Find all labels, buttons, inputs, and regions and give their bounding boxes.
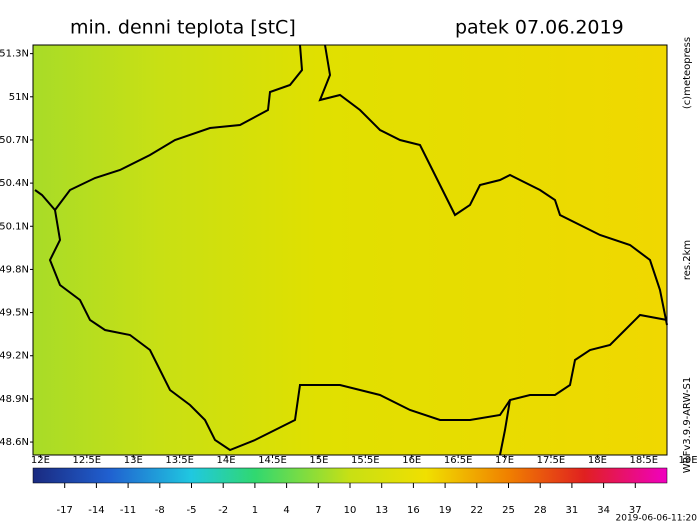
colorbar-label: -17 [57,505,73,516]
lat-label: 48.9N [0,394,29,405]
lon-label: 19E [678,455,697,466]
lat-label: 50.1N [0,221,29,232]
title: min. denni teplota [stC] [70,17,296,39]
colorbar-label: 1 [252,505,258,516]
lon-label: 16E [402,455,421,466]
colorbar-label: -2 [218,505,228,516]
colorbar-label: 4 [283,505,289,516]
lon-label: 15E [309,455,328,466]
lat-label: 49.2N [0,351,29,362]
colorbar-label: 25 [502,505,515,516]
timestamp: 2019-06-06-11:20 [616,514,698,524]
lon-label: 17.5E [537,455,566,466]
lat-label: 51.3N [0,49,29,60]
colorbar-label: 16 [407,505,420,516]
lat-label: 50.4N [0,178,29,189]
colorbar-label: 10 [344,505,357,516]
colorbar-label: 19 [439,505,452,516]
lon-label: 15.5E [351,455,380,466]
colorbar-label: 37 [629,505,642,516]
colorbar-label: -11 [120,505,136,516]
colorbar-label: 13 [375,505,388,516]
lat-label: 49.8N [0,264,29,275]
date: patek 07.06.2019 [455,17,624,39]
resolution: res.2km [682,240,693,280]
lon-label: 13.5E [165,455,194,466]
lat-label: 49.5N [0,308,29,319]
colorbar-label: -8 [155,505,165,516]
borders [34,44,668,456]
map-field [32,44,668,456]
lat-label: 50.7N [0,135,29,146]
lon-label: 12.5E [73,455,102,466]
colorbar-label: 22 [470,505,483,516]
copyright: (c)meteopress [682,37,693,109]
colorbar-label: 28 [534,505,547,516]
lon-label: 16.5E [444,455,473,466]
colorbar-label: 31 [566,505,579,516]
colorbar-label: 34 [597,505,610,516]
colorbar-label: -5 [187,505,197,516]
lat-label: 51N [9,92,29,103]
lon-label: 18E [588,455,607,466]
lon-label: 17E [495,455,514,466]
lon-label: 18.5E [629,455,658,466]
lon-label: 12E [31,455,50,466]
lon-label: 14.5E [258,455,287,466]
colorbar-label: 7 [315,505,321,516]
model: WRFv3.9.9-ARW-S1 [682,377,693,474]
lat-label: 48.6N [0,437,29,448]
colorbar [32,467,668,484]
colorbar-label: -14 [88,505,104,516]
lon-label: 13E [124,455,143,466]
lon-label: 14E [217,455,236,466]
